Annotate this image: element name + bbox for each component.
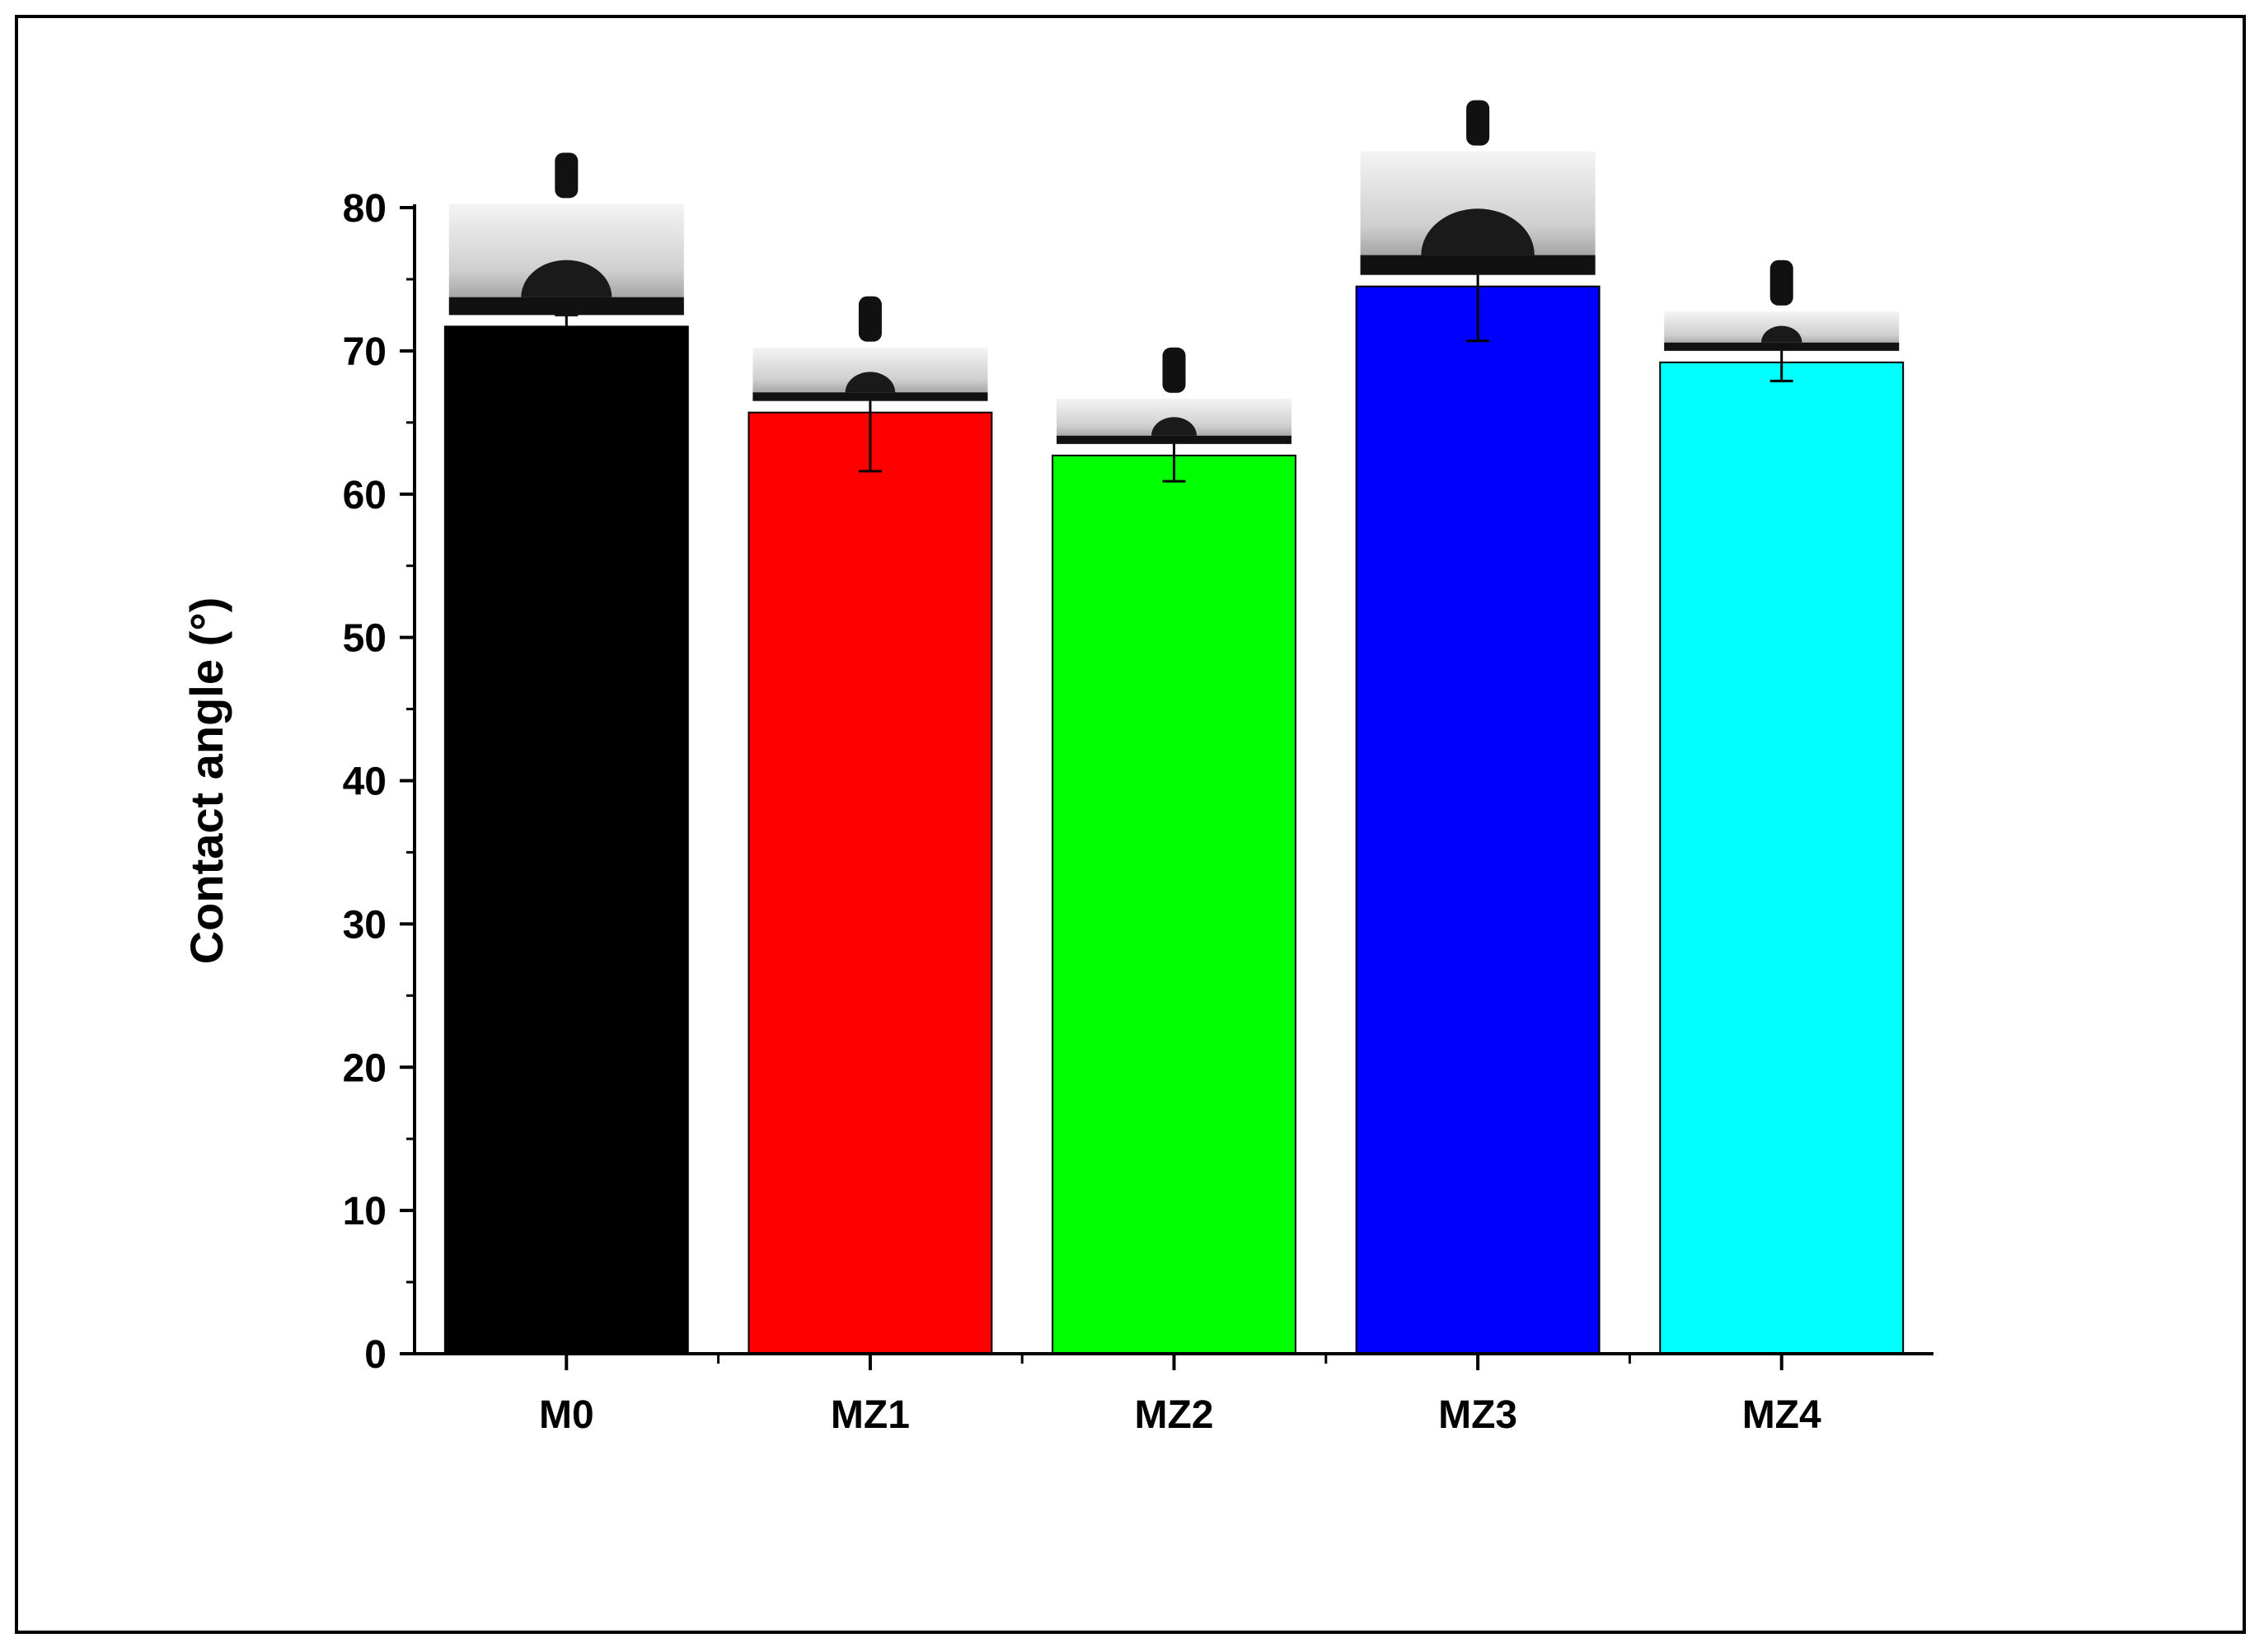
syringe-needle bbox=[1769, 260, 1793, 306]
substrate-surface bbox=[752, 392, 988, 401]
substrate-surface bbox=[448, 297, 684, 316]
droplet-photo-mz3 bbox=[1360, 100, 1596, 275]
water-droplet bbox=[1760, 325, 1802, 343]
y-tick-label: 50 bbox=[343, 617, 387, 661]
water-droplet bbox=[1421, 208, 1535, 255]
y-tick-label: 10 bbox=[343, 1190, 387, 1233]
y-tick-label: 80 bbox=[343, 187, 387, 231]
water-droplet bbox=[521, 260, 612, 297]
water-droplet bbox=[1151, 417, 1197, 436]
error-bar-m0 bbox=[555, 313, 579, 339]
y-tick-label: 70 bbox=[343, 330, 387, 374]
x-tick-label: MZ1 bbox=[831, 1393, 910, 1437]
y-tick-label: 30 bbox=[343, 903, 387, 947]
x-axis-ticks: M0 MZ1 MZ2 MZ3 MZ4 bbox=[539, 1354, 1821, 1437]
bar-mz2 bbox=[1052, 454, 1296, 1355]
y-tick-label: 60 bbox=[343, 474, 387, 517]
syringe-needle bbox=[1466, 100, 1490, 146]
y-axis-ticks: 0 10 20 30 40 50 60 70 80 bbox=[343, 187, 415, 1377]
y-tick-label: 40 bbox=[343, 760, 387, 804]
syringe-needle bbox=[858, 296, 882, 342]
syringe-needle bbox=[1162, 347, 1186, 393]
substrate-surface bbox=[1057, 435, 1291, 444]
y-tick-label: 0 bbox=[364, 1333, 387, 1377]
substrate-surface bbox=[1360, 255, 1596, 275]
bar-mz4 bbox=[1659, 361, 1905, 1355]
droplet-photos bbox=[448, 100, 1900, 444]
substrate-surface bbox=[1664, 342, 1900, 351]
bars bbox=[443, 285, 1905, 1355]
droplet-photo-m0 bbox=[448, 152, 684, 316]
x-tick-label: MZ2 bbox=[1135, 1393, 1214, 1437]
x-tick-label: MZ3 bbox=[1438, 1393, 1517, 1437]
y-tick-label: 20 bbox=[343, 1046, 387, 1090]
bar-mz1 bbox=[748, 411, 993, 1355]
bar-mz3 bbox=[1355, 285, 1601, 1355]
y-axis-title: Contact angle (°) bbox=[180, 597, 232, 965]
x-tick-label: MZ4 bbox=[1742, 1393, 1821, 1437]
droplet-photo-mz2 bbox=[1057, 347, 1291, 444]
water-droplet bbox=[845, 372, 896, 393]
syringe-needle bbox=[555, 152, 579, 199]
droplet-photo-mz1 bbox=[752, 296, 988, 401]
droplet-photo-mz4 bbox=[1664, 260, 1900, 351]
x-tick-label: M0 bbox=[539, 1393, 594, 1437]
bar-m0 bbox=[443, 325, 689, 1355]
